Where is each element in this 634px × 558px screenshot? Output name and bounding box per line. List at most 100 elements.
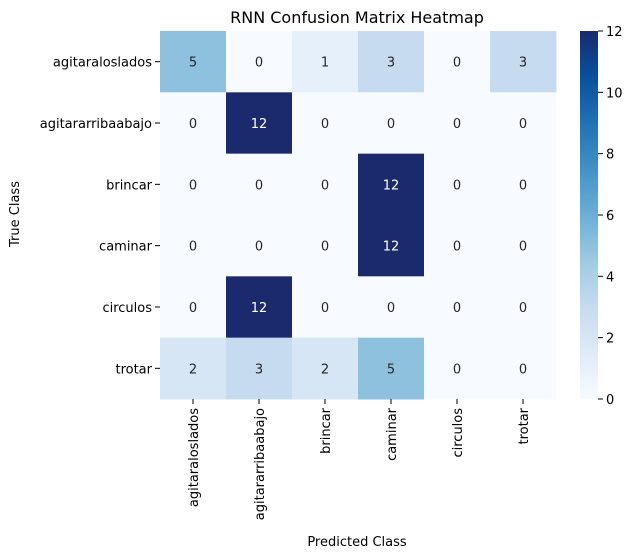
cell-value: 5	[387, 362, 395, 377]
colorbar-tick-label: 2	[606, 332, 614, 347]
y-tick-label: circulos	[102, 301, 152, 316]
cell-value: 0	[321, 178, 329, 193]
y-tick-label: agitararribaabajo	[40, 117, 152, 132]
cell-value: 0	[255, 56, 263, 71]
heatmap-cell	[358, 337, 425, 400]
heatmap-cell	[424, 337, 491, 400]
colorbar-tick-label: 6	[606, 209, 614, 224]
cell-value: 0	[519, 301, 527, 316]
cell-value: 2	[321, 362, 329, 377]
cell-value: 2	[189, 362, 197, 377]
colorbar-tick-label: 8	[606, 148, 614, 163]
cell-value: 0	[453, 117, 461, 132]
heatmap-cell	[424, 276, 491, 339]
heatmap-cell	[226, 214, 293, 277]
heatmap-cell	[424, 31, 491, 93]
cell-value: 0	[453, 240, 461, 255]
cell-value: 0	[519, 117, 527, 132]
cell-value: 0	[255, 240, 263, 255]
x-tick-label: caminar	[385, 407, 400, 461]
heatmap-cell	[424, 92, 491, 155]
cell-value: 0	[453, 362, 461, 377]
y-tick-label: brincar	[106, 178, 153, 193]
cell-value: 0	[519, 362, 527, 377]
heatmap-cell	[292, 153, 359, 216]
heatmap-cell	[292, 276, 359, 339]
cell-value: 12	[251, 301, 268, 316]
colorbar-tick-label: 12	[606, 25, 623, 40]
y-axis-label: True Class	[8, 181, 23, 248]
heatmap-cell	[358, 31, 425, 93]
heatmap-cells	[160, 31, 557, 400]
heatmap-cell	[424, 214, 491, 277]
cell-value: 0	[255, 178, 263, 193]
heatmap-cell	[358, 92, 425, 155]
x-tick-label: circulos	[451, 408, 466, 458]
cell-value: 0	[189, 240, 197, 255]
heatmap-cell	[490, 337, 557, 400]
x-tick-label: agitaraloslados	[187, 408, 202, 507]
heatmap-cell	[358, 276, 425, 339]
heatmap-cell	[226, 337, 293, 400]
heatmap-cell	[226, 276, 293, 339]
cell-value: 12	[383, 178, 400, 193]
cell-value: 12	[383, 240, 400, 255]
cell-annotations: 5 0 1 3 0 3 0 12 0 0 0 0 0 0 0 12 0 0 0 0 0 12 0 0 0 12 0 0 0 0 2 3 2 5 0 0	[189, 56, 527, 378]
y-tick-label: caminar	[99, 240, 153, 255]
x-tick-label: brincar	[319, 407, 334, 454]
colorbar-ticks: 0 2 4 6 8 10 12	[598, 25, 623, 408]
chart-title: RNN Confusion Matrix Heatmap	[230, 8, 484, 27]
colorbar-tick-label: 0	[606, 393, 614, 408]
y-tick-label: agitaraloslados	[53, 56, 152, 71]
cell-value: 0	[321, 301, 329, 316]
heatmap-cell	[490, 153, 557, 216]
heatmap-cell	[490, 214, 557, 277]
cell-value: 0	[387, 117, 395, 132]
heatmap-cell	[160, 214, 227, 277]
x-tick-label: trotar	[517, 407, 532, 444]
y-tick-label: trotar	[115, 362, 152, 377]
heatmap-cell	[292, 92, 359, 155]
cell-value: 0	[321, 240, 329, 255]
cell-value: 0	[189, 178, 197, 193]
heatmap-cell	[490, 276, 557, 339]
cell-value: 3	[519, 56, 527, 71]
heatmap-cell	[160, 337, 227, 400]
cell-value: 0	[387, 301, 395, 316]
cell-value: 0	[519, 240, 527, 255]
cell-value: 5	[189, 56, 197, 71]
cell-value: 12	[251, 117, 268, 132]
heatmap-cell	[292, 337, 359, 400]
cell-value: 3	[255, 362, 263, 377]
cell-value: 0	[189, 301, 197, 316]
heatmap-cell	[160, 31, 227, 93]
cell-value: 3	[387, 56, 395, 71]
colorbar-tick-label: 10	[606, 86, 623, 101]
x-tick-label: agitararribaabajo	[253, 408, 268, 520]
heatmap-cell	[358, 153, 425, 216]
cell-value: 1	[321, 56, 329, 71]
cell-value: 0	[453, 178, 461, 193]
y-axis: agitaraloslados agitararribaabajo brincar c…	[40, 56, 160, 377]
heatmap-cell	[160, 92, 227, 155]
heatmap-cell	[292, 31, 359, 93]
cell-value: 0	[453, 56, 461, 71]
colorbar	[580, 31, 598, 399]
cell-value: 0	[453, 301, 461, 316]
heatmap-cell	[160, 276, 227, 339]
heatmap-cell	[490, 31, 557, 93]
cell-value: 0	[321, 117, 329, 132]
heatmap-cell	[160, 153, 227, 216]
heatmap-cell	[424, 153, 491, 216]
x-axis-label: Predicted Class	[307, 535, 407, 550]
heatmap-cell	[292, 214, 359, 277]
heatmap-cell	[358, 214, 425, 277]
cell-value: 0	[519, 178, 527, 193]
heatmap-cell	[226, 153, 293, 216]
cell-value: 0	[189, 117, 197, 132]
heatmap-cell	[490, 92, 557, 155]
heatmap-cell	[226, 92, 293, 155]
heatmap-cell	[226, 31, 293, 93]
colorbar-tick-label: 4	[606, 270, 614, 285]
